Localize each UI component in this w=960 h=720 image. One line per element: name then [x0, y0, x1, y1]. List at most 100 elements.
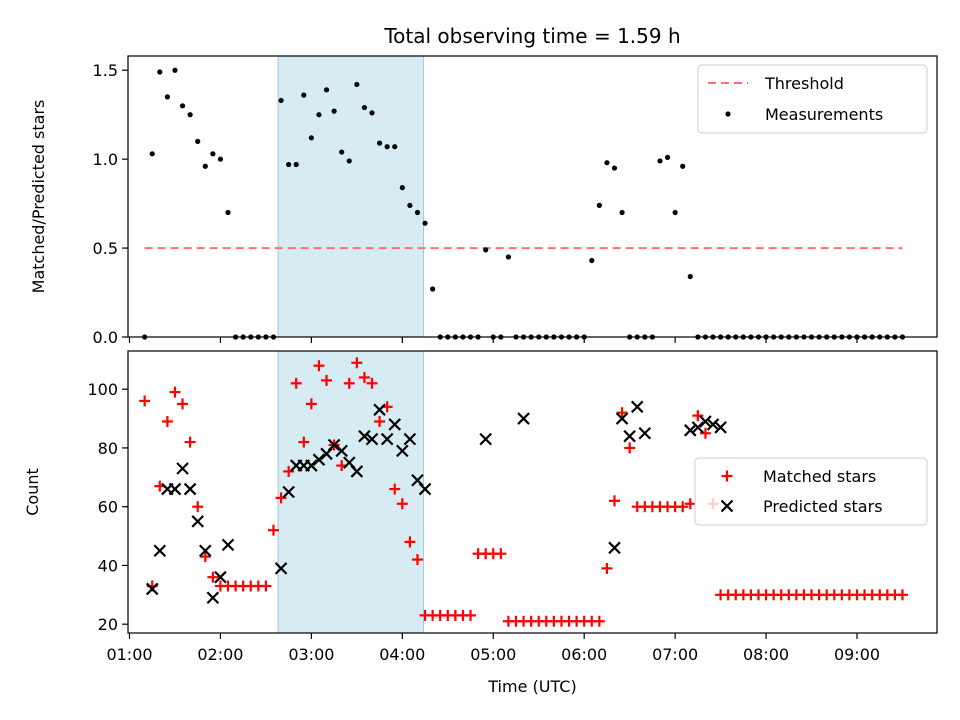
- y-tick-label: 40: [98, 556, 118, 575]
- measurement-point: [611, 165, 618, 171]
- legend-plus-marker: [721, 470, 733, 482]
- x-ticks-time: 01:00 02:00 03:00 04:00 05:00 06:00 07:00 08:00…: [106, 633, 880, 664]
- matched-star-point: [601, 562, 613, 574]
- predicted-star-point: [388, 418, 402, 431]
- predicted-star-point: [638, 426, 652, 440]
- matched-star-point: [260, 580, 272, 592]
- predicted-star-point: [199, 544, 212, 558]
- predicted-star-point: [183, 482, 197, 496]
- measurement-point: [399, 185, 405, 191]
- matched-star-point: [374, 416, 386, 427]
- y-axis-label-ratio: Matched/Predicted stars: [29, 100, 48, 294]
- legend-predicted-swatch: [720, 499, 734, 513]
- matched-star-point: [275, 492, 287, 504]
- legend-bottom: Matched stars Predicted stars: [694, 457, 928, 526]
- matched-star-point: [366, 377, 378, 389]
- measurement-point: [589, 257, 595, 264]
- matched-star-point: [321, 374, 333, 386]
- legend-measurement-swatch: [725, 111, 731, 117]
- predicted-star-point: [176, 462, 189, 475]
- measurement-point: [278, 97, 284, 104]
- measurement-point: [376, 140, 383, 146]
- matched-star-point: [290, 377, 302, 389]
- x-tick-label: 01:00: [106, 645, 152, 664]
- measurement-point: [361, 104, 368, 111]
- matched-star-point: [283, 465, 295, 477]
- x-tick-label: 02:00: [197, 645, 243, 664]
- predicted-stars-points: [145, 400, 727, 605]
- predicted-star-point: [706, 418, 720, 431]
- predicted-star-point: [699, 415, 712, 428]
- predicted-star-point: [396, 444, 409, 458]
- measurement-point: [323, 87, 330, 93]
- predicted-star-point: [373, 403, 386, 417]
- measurement-point: [164, 94, 170, 100]
- predicted-star-point: [358, 429, 371, 443]
- y-tick-label: 0.0: [93, 328, 118, 347]
- predicted-star-point: [608, 541, 621, 555]
- measurement-point: [664, 154, 671, 160]
- predicted-star-point: [403, 432, 417, 446]
- legend-matched-label: Matched stars: [763, 467, 876, 486]
- measurement-point: [596, 202, 602, 208]
- measurement-point: [619, 209, 625, 216]
- axes-frame-top: [127, 55, 938, 338]
- matched-star-point: [593, 615, 605, 627]
- predicted-star-point: [153, 544, 167, 558]
- matched-star-point: [267, 524, 279, 536]
- predicted-star-point: [282, 485, 295, 499]
- matched-star-point: [609, 495, 620, 507]
- measurement-point: [657, 158, 663, 164]
- legend-measurements-label: Measurements: [765, 105, 883, 124]
- legend-box: [697, 64, 928, 134]
- measurement-point: [604, 160, 610, 166]
- predicted-star-point: [418, 482, 432, 496]
- measurement-point: [369, 110, 375, 116]
- predicted-star-point: [517, 412, 530, 425]
- measurement-point: [422, 220, 428, 226]
- legend-matched-swatch: [721, 470, 733, 482]
- measurement-point: [195, 138, 201, 144]
- matched-star-point: [343, 377, 355, 389]
- x-tick-label: 05:00: [470, 645, 516, 664]
- matched-star-point: [305, 398, 317, 410]
- matched-star-point: [495, 548, 507, 560]
- measurement-point: [308, 135, 314, 141]
- measurement-point: [346, 158, 352, 164]
- measurement-point: [680, 163, 686, 169]
- measurement-point: [301, 92, 307, 98]
- x-tick-label: 09:00: [834, 645, 880, 664]
- measurements-panel: Total observing time = 1.59 h Matched/Pr…: [29, 24, 938, 347]
- measurement-point: [172, 67, 178, 73]
- y-tick-label: 1.5: [93, 61, 118, 80]
- y-tick-label: 20: [98, 615, 118, 634]
- legend-box: [694, 457, 928, 526]
- matched-stars-points: [139, 357, 908, 627]
- predicted-star-point: [312, 453, 326, 466]
- predicted-star-point: [305, 459, 318, 472]
- measurement-point: [217, 156, 224, 162]
- matched-star-point: [139, 395, 151, 407]
- matched-star-point: [624, 442, 636, 454]
- matched-star-point: [313, 360, 325, 372]
- measurement-point: [286, 161, 292, 168]
- matched-star-point: [896, 589, 908, 601]
- matched-star-point: [684, 498, 696, 510]
- measurement-point: [384, 144, 390, 150]
- y-tick-label: 80: [98, 439, 118, 458]
- y-tick-label: 0.5: [93, 239, 118, 258]
- matched-star-point: [351, 357, 363, 369]
- y-ticks-ratio: 0.0 0.5 1.0 1.5: [93, 61, 128, 347]
- matched-star-point: [396, 498, 408, 510]
- measurement-point: [672, 209, 678, 216]
- matched-star-point: [699, 427, 711, 439]
- predicted-star-point: [365, 432, 379, 446]
- measurement-point: [392, 144, 398, 150]
- predicted-star-point: [684, 424, 697, 437]
- matched-star-point: [404, 536, 416, 548]
- predicted-star-point: [191, 515, 204, 528]
- predicted-star-point: [623, 429, 636, 443]
- x-tick-label: 08:00: [743, 645, 789, 664]
